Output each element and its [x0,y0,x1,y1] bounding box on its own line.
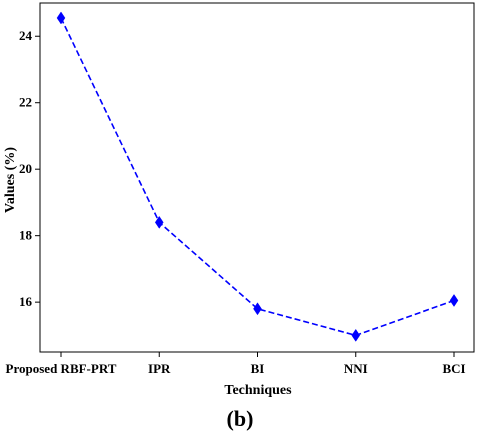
data-point-marker [449,294,459,307]
plot-frame [39,2,475,353]
data-point-marker [154,215,164,229]
y-tick-label: 20 [19,161,32,176]
y-axis-label: Values (%) [3,147,18,213]
y-tick-label: 22 [19,95,32,110]
x-axis-label: Techniques [224,383,292,398]
plot-area [39,2,475,353]
data-point-marker [56,11,66,25]
data-point-marker [253,302,262,316]
series-line [60,17,455,337]
data-point-marker [351,328,361,342]
x-tick-label: Proposed RBF-PRT [6,361,117,376]
x-tick-label: BCI [442,361,465,376]
x-tick-label: IPR [148,361,171,376]
x-tick-label: BI [251,361,265,376]
figure-caption: (b) [226,406,254,431]
y-tick-label: 24 [19,28,33,43]
y-tick-label: 18 [19,228,33,243]
line-chart: Proposed RBF-PRT IPR BI NNI BCI 16 18 20 22 24 T… [3,2,475,398]
x-axis-ticks: Proposed RBF-PRT IPR BI NNI BCI [6,352,466,376]
x-tick-label: NNI [344,361,368,376]
y-axis-ticks: 16 18 20 22 24 [19,28,40,309]
y-tick-label: 16 [19,294,33,309]
